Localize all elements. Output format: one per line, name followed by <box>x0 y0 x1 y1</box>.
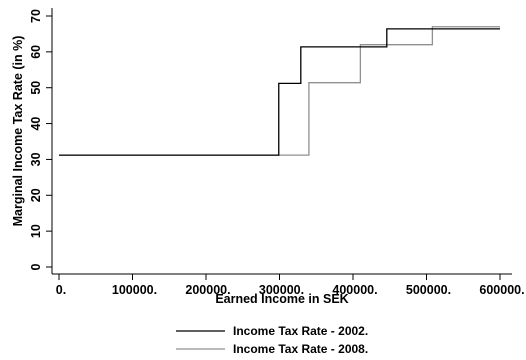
y-tick-label-50: 50 <box>29 81 43 95</box>
plot-frame <box>51 8 512 275</box>
series-line-0 <box>59 28 500 156</box>
y-tick-label-10: 10 <box>29 224 43 238</box>
x-tick-label-100000: 100000. <box>112 283 157 297</box>
y-ticks: 0 10 20 30 40 50 60 70 <box>29 9 52 270</box>
legend: Income Tax Rate - 2002. Income Tax Rate … <box>176 324 368 356</box>
y-tick-label-70: 70 <box>29 9 43 23</box>
series-line-1 <box>59 26 500 156</box>
x-ticks: 0. 100000. 200000. 300000. 400000. 500000. 600… <box>56 274 525 297</box>
y-tick-label-30: 30 <box>29 152 43 166</box>
y-tick-label-0: 0 <box>29 263 43 270</box>
legend-label-2002: Income Tax Rate - 2002. <box>233 324 368 338</box>
x-tick-label-600000: 600000. <box>479 283 524 297</box>
y-tick-label-60: 60 <box>29 45 43 59</box>
x-tick-label-400000: 400000. <box>332 283 377 297</box>
x-tick-label-200000: 200000. <box>185 283 230 297</box>
x-axis-title: Earned Income in SEK <box>215 292 348 306</box>
y-tick-label-20: 20 <box>29 188 43 202</box>
legend-label-2008: Income Tax Rate - 2008. <box>233 342 368 356</box>
x-tick-label-300000: 300000. <box>259 283 304 297</box>
series-layer <box>59 26 500 156</box>
x-tick-label-0: 0. <box>56 283 66 297</box>
y-tick-label-40: 40 <box>29 117 43 131</box>
x-tick-label-500000: 500000. <box>406 283 451 297</box>
y-axis-title: Marginal Income Tax Rate (in %) <box>11 36 25 227</box>
